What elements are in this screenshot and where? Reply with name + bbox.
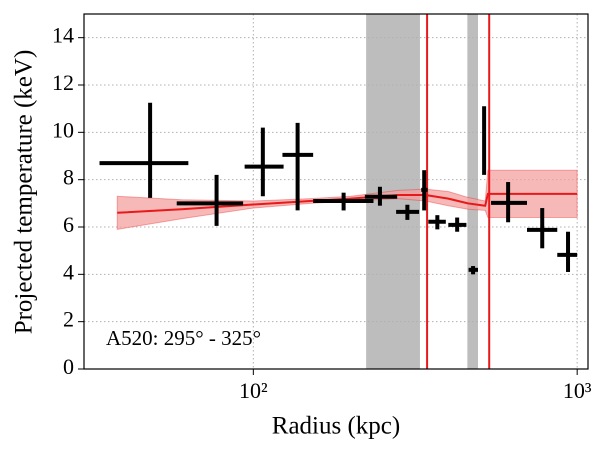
y-tick-label: 2 — [63, 307, 74, 332]
annotation: A520: 295° - 325° — [106, 326, 261, 350]
x-tick-label: 10² — [239, 378, 268, 403]
y-tick-label: 8 — [63, 165, 74, 190]
y-tick-label: 14 — [52, 23, 74, 48]
shaded-region — [467, 14, 478, 369]
y-tick-label: 4 — [63, 259, 74, 284]
y-axis-label: Projected temperature (keV) — [11, 50, 38, 335]
x-axis-label: Radius (kpc) — [272, 413, 400, 440]
x-tick-label: 10³ — [563, 378, 592, 403]
y-tick-label: 12 — [52, 70, 74, 95]
y-tick-label: 10 — [52, 117, 74, 142]
y-tick-label: 0 — [63, 354, 74, 379]
plot-frame — [83, 13, 589, 370]
model-line — [117, 192, 578, 214]
y-tick-label: 6 — [63, 212, 74, 237]
